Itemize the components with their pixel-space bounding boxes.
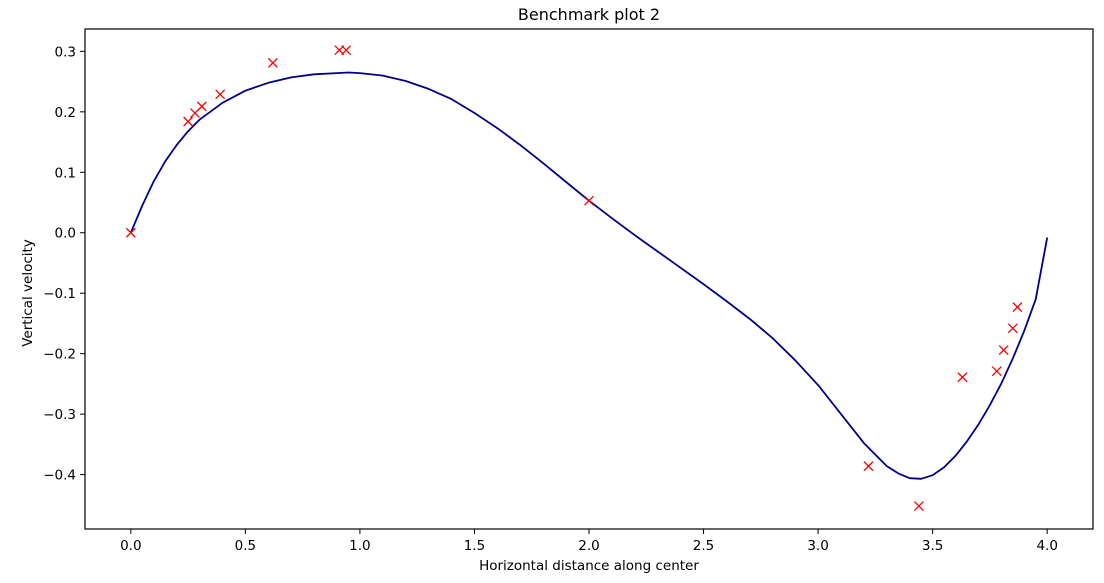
x-tick-label: 4.0: [1036, 538, 1057, 554]
x-tick-label: 2.5: [693, 538, 714, 554]
scatter-point-x-marker: [1007, 323, 1018, 334]
scatter-point-x-marker: [957, 372, 968, 383]
scatter-point-x-marker: [125, 227, 136, 238]
y-tick-label: 0.3: [55, 44, 76, 60]
y-tick-label: 0.1: [55, 165, 76, 181]
scatter-point-x-marker: [341, 45, 352, 56]
y-tick-label: 0.0: [55, 226, 76, 242]
y-tick-label: −0.2: [43, 347, 76, 363]
scatter-point-x-marker: [913, 501, 924, 511]
y-tick-label: −0.1: [43, 286, 76, 302]
y-axis-label: Vertical velocity: [20, 239, 36, 347]
chart-title: Benchmark plot 2: [518, 5, 660, 24]
scatter-point-x-marker: [991, 366, 1002, 377]
plot-area: 0.0 0.5 1.0 1.5 2.0 2.5 3.0 3.5 4.0 0.3 0.2 0.1 0.0 −…: [43, 28, 1094, 554]
y-tick-label: 0.2: [55, 105, 76, 121]
scatter-point-x-marker: [998, 345, 1009, 355]
series-line: [129, 71, 1049, 480]
x-tick-label: 0.0: [120, 538, 141, 554]
scatter-point-x-marker: [584, 195, 594, 206]
x-axis-label: Horizontal distance along center: [479, 558, 699, 574]
x-tick-label: 0.5: [235, 538, 256, 554]
axes-frame: [84, 28, 1094, 530]
x-tick-label: 1.5: [464, 538, 485, 554]
y-tick-label: −0.3: [43, 407, 76, 423]
scatter-point-x-marker: [196, 101, 207, 112]
x-tick-label: 2.0: [578, 538, 599, 554]
scatter-point-x-marker: [267, 57, 278, 68]
scatter-point-x-marker: [1012, 302, 1023, 313]
x-tick-label: 1.0: [349, 538, 370, 554]
x-tick-label: 3.5: [922, 538, 943, 554]
scatter-point-x-marker: [183, 116, 194, 127]
x-tick-label: 3.0: [807, 538, 828, 554]
scatter-point-x-marker: [863, 461, 874, 472]
y-tick-label: −0.4: [43, 468, 76, 484]
scatter-point-x-marker: [215, 89, 226, 100]
